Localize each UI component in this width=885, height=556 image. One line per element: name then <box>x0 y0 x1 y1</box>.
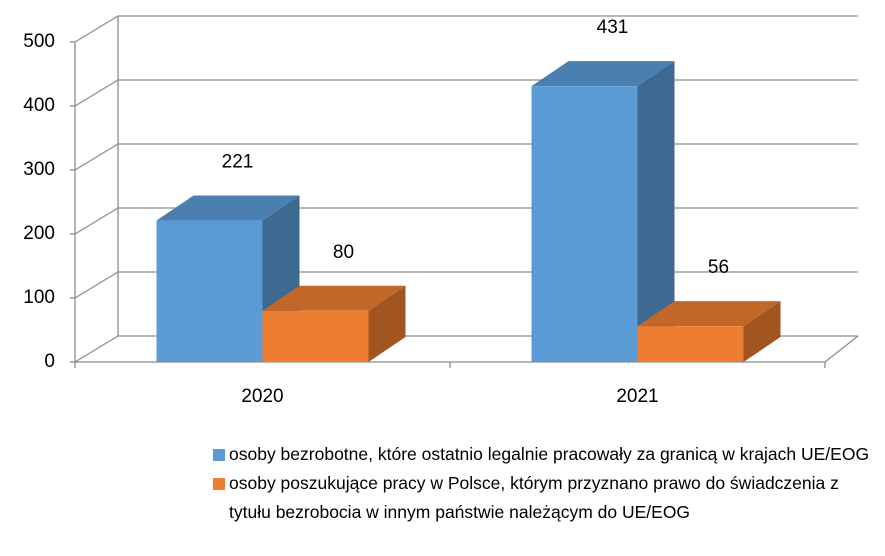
legend: osoby bezrobotne, które ostatnio legalni… <box>213 440 878 527</box>
grid-line <box>74 15 858 43</box>
bar-top <box>531 61 675 87</box>
y-tick-label: 0 <box>44 351 55 372</box>
bar-top <box>637 301 781 327</box>
legend-item: osoby bezrobotne, które ostatnio legalni… <box>213 440 878 469</box>
bar <box>637 326 744 362</box>
y-tick-label: 400 <box>23 95 55 116</box>
value-label: 80 <box>333 242 354 263</box>
x-tick-label: 2021 <box>616 386 658 407</box>
bar-top <box>156 195 300 221</box>
legend-swatch <box>213 449 225 461</box>
y-tick-label: 300 <box>23 159 55 180</box>
x-tick-label: 2020 <box>241 386 283 407</box>
legend-swatch <box>213 478 225 490</box>
legend-item: osoby poszukujące pracy w Polsce, którym… <box>213 469 878 527</box>
bar-top <box>262 285 406 311</box>
value-label: 221 <box>222 152 254 173</box>
grid-line <box>74 79 858 107</box>
y-tick-label: 200 <box>23 223 55 244</box>
grid-line <box>74 143 858 171</box>
y-tick-label: 100 <box>23 287 55 308</box>
bar <box>531 86 638 362</box>
legend-label: osoby poszukujące pracy w Polsce, którym… <box>229 473 839 522</box>
value-label: 56 <box>708 257 729 278</box>
bar <box>156 220 263 362</box>
bar-side <box>637 61 675 362</box>
y-tick-label: 500 <box>23 31 55 52</box>
legend-label: osoby bezrobotne, które ostatnio legalni… <box>229 444 870 464</box>
bar <box>262 310 369 362</box>
bar-side <box>743 301 781 362</box>
value-label: 431 <box>597 17 629 38</box>
chart: 0 100 200 300 400 500 2020 221 80 2021 431 56 <box>23 15 859 407</box>
bar-side <box>368 285 406 362</box>
